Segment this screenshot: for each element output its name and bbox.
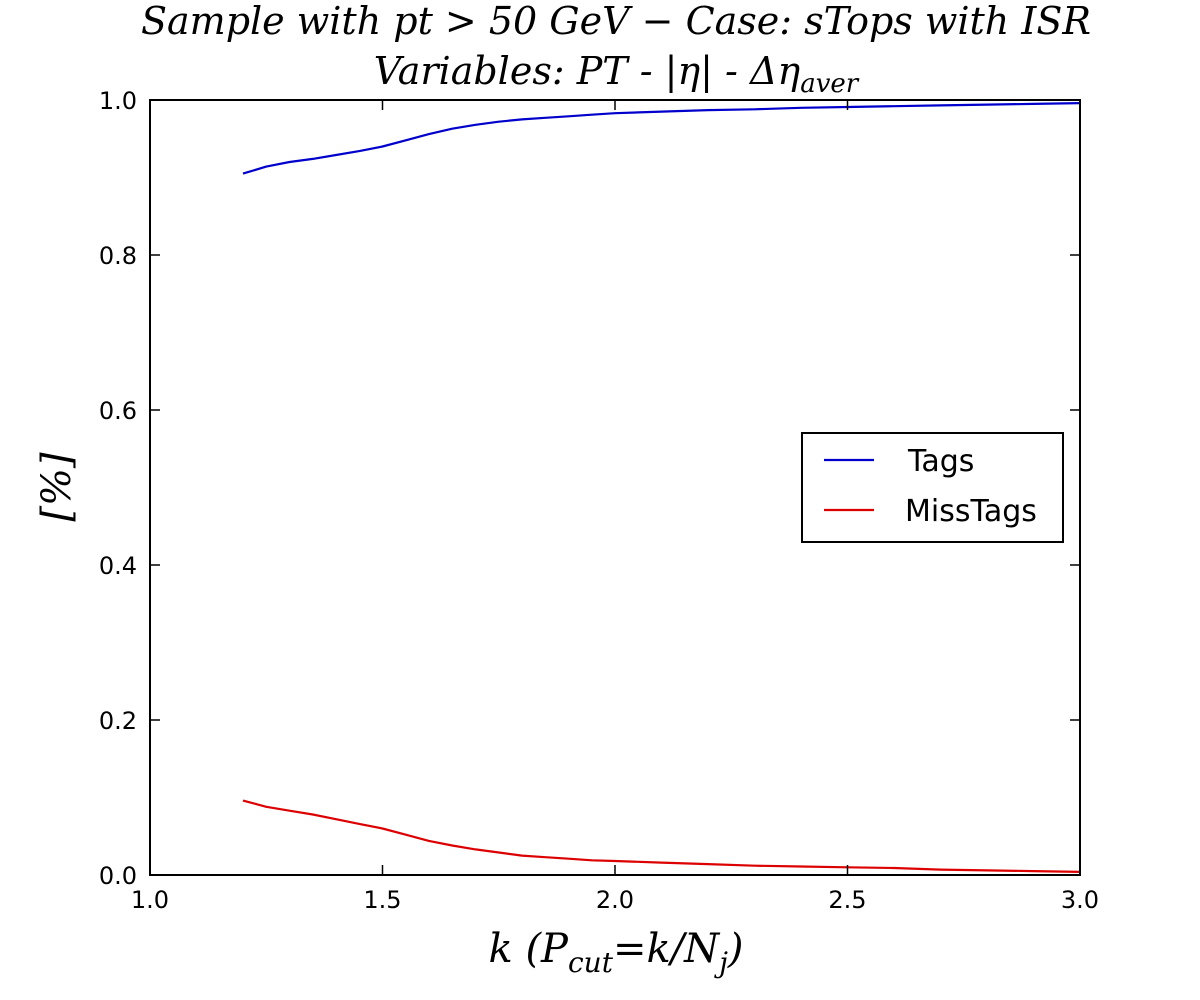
y-tick-label: 0.6 [99, 397, 137, 425]
x-tick-label: 1.0 [131, 886, 169, 914]
y-tick-label: 0.0 [99, 862, 137, 890]
x-axis-label: k (Pcut=k/Nj) [489, 926, 744, 979]
y-tick-label: 0.2 [99, 707, 137, 735]
legend-box [801, 432, 1064, 543]
x-tick-label: 1.5 [363, 886, 401, 914]
chart-subtitle-sub: aver [800, 69, 860, 99]
x-tick-label: 2.5 [828, 886, 866, 914]
series-line-misstags [242, 799, 1081, 873]
x-tick-label: 2.0 [596, 886, 634, 914]
chart-title: Sample with pt > 50 GeV − Case: sTops wi… [141, 0, 1091, 43]
legend: Tags MissTags [801, 432, 1064, 543]
x-axis-label-mid: =k/N [613, 926, 721, 972]
chart-subtitle-main: Variables: PT - |η| - Δη [374, 49, 801, 93]
ticks-layer: 1.0 1.5 2.0 2.5 3.0 0.0 0.2 0.4 0.6 0.8 1.0 [99, 87, 1099, 914]
series-line-tags [242, 102, 1081, 175]
x-axis-label-end: ) [727, 926, 744, 972]
series-layer [242, 102, 1081, 873]
legend-label-misstags: MissTags [905, 494, 1037, 529]
chart-subtitle: Variables: PT - |η| - Δηaver [374, 49, 860, 99]
x-axis-label-main: k (P [489, 926, 570, 972]
y-tick-label: 0.8 [99, 242, 137, 270]
x-axis-label-sub-cut: cut [568, 946, 614, 979]
x-tick-label: 3.0 [1061, 886, 1099, 914]
y-axis-label: [%] [34, 452, 80, 522]
y-tick-label: 1.0 [99, 87, 137, 115]
y-tick-label: 0.4 [99, 552, 137, 580]
legend-label-tags: Tags [907, 444, 974, 479]
